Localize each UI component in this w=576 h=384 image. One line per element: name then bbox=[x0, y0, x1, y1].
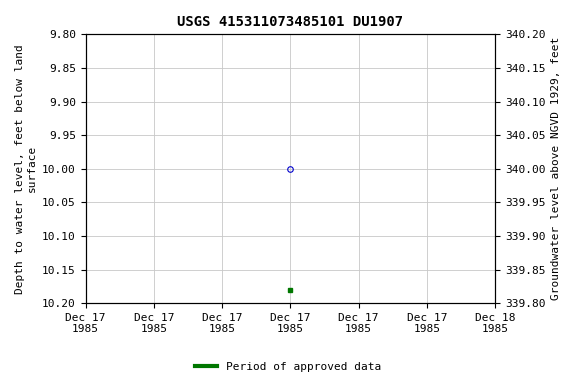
Title: USGS 415311073485101 DU1907: USGS 415311073485101 DU1907 bbox=[177, 15, 403, 29]
Y-axis label: Depth to water level, feet below land
surface: Depth to water level, feet below land su… bbox=[15, 44, 37, 294]
Legend: Period of approved data: Period of approved data bbox=[191, 358, 385, 377]
Y-axis label: Groundwater level above NGVD 1929, feet: Groundwater level above NGVD 1929, feet bbox=[551, 37, 561, 300]
